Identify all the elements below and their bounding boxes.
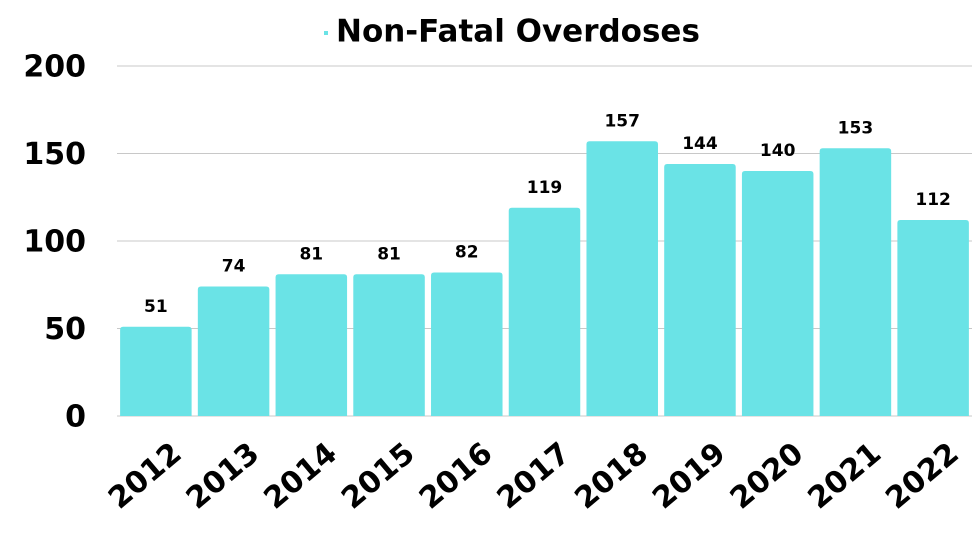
x-tick-label: 2013 (180, 436, 266, 516)
x-tick-label: 2015 (335, 436, 421, 516)
bar (353, 274, 425, 416)
legend-label: Non-Fatal Overdoses (336, 14, 700, 50)
value-label: 153 (838, 118, 874, 138)
value-label: 51 (144, 297, 168, 317)
value-label: 140 (760, 141, 796, 161)
bar (120, 326, 192, 416)
bar (586, 141, 658, 416)
bar (508, 207, 581, 416)
value-label: 81 (377, 244, 401, 264)
bar (897, 220, 969, 416)
value-label: 81 (299, 244, 323, 264)
y-tick-label: 0 (65, 400, 86, 435)
value-label: 74 (222, 257, 246, 277)
value-label: 112 (915, 190, 951, 210)
value-label: 157 (604, 111, 640, 131)
x-tick-label: 2018 (568, 436, 654, 516)
legend-swatch (324, 31, 328, 35)
x-tick-label: 2016 (413, 436, 499, 516)
value-label: 82 (455, 243, 479, 263)
y-tick-label: 200 (23, 50, 86, 85)
x-tick-label: 2019 (646, 436, 732, 516)
x-tick-label: 2022 (879, 436, 965, 516)
bar (197, 286, 270, 416)
x-tick-label: 2014 (257, 436, 343, 516)
value-label: 119 (527, 178, 563, 198)
bar (819, 148, 892, 416)
y-tick-label: 50 (44, 312, 86, 347)
bar (431, 272, 503, 416)
x-tick-label: 2017 (491, 436, 577, 516)
value-label: 144 (682, 134, 718, 154)
y-tick-label: 100 (23, 225, 86, 260)
x-tick-label: 2021 (802, 436, 888, 516)
y-tick-label: 150 (23, 137, 86, 172)
bar (741, 171, 814, 416)
x-tick-label: 2012 (102, 436, 188, 516)
bar (664, 164, 736, 416)
x-tick-label: 2020 (724, 436, 810, 516)
bar (275, 274, 348, 416)
